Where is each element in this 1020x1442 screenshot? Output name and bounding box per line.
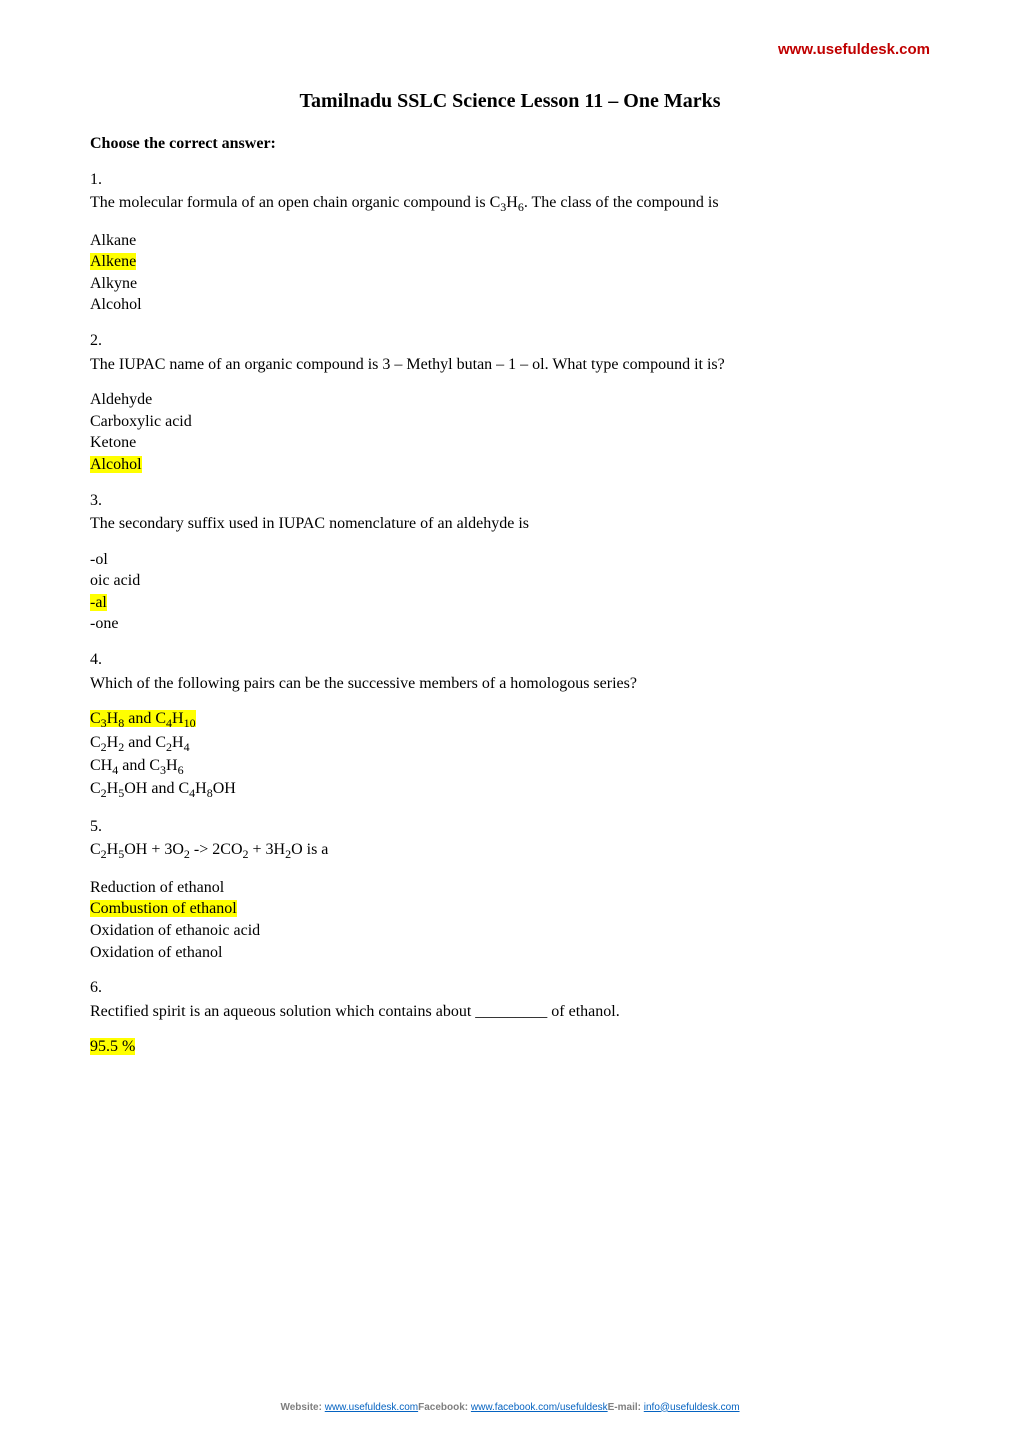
question-number: 3.: [90, 490, 930, 512]
option-text: Reduction of ethanol: [90, 879, 224, 896]
question-text: The IUPAC name of an organic compound is…: [90, 354, 930, 376]
option: 95.5 %: [90, 1036, 930, 1058]
option: -ol: [90, 549, 930, 571]
option: Oxidation of ethanoic acid: [90, 920, 930, 942]
question-block: 1.The molecular formula of an open chain…: [90, 169, 930, 216]
option: -al: [90, 592, 930, 614]
footer-website-link[interactable]: www.usefuldesk.com: [325, 1402, 418, 1413]
options-list: Alkane Alkene Alkyne Alcohol: [90, 230, 930, 316]
option-text: Alkane: [90, 232, 136, 249]
question-block: 4.Which of the following pairs can be th…: [90, 649, 930, 694]
question-number: 5.: [90, 816, 930, 838]
option: Aldehyde: [90, 389, 930, 411]
option-text: -one: [90, 615, 118, 632]
option-text: CH4 and C3H6: [90, 757, 184, 774]
option: Alcohol: [90, 294, 930, 316]
option-text: C2H2 and C2H4: [90, 734, 190, 751]
option-text: C2H5OH and C4H8OH: [90, 780, 236, 797]
option: CH4 and C3H6: [90, 755, 930, 778]
option-text: Carboxylic acid: [90, 413, 192, 430]
footer-website-label: Website:: [280, 1402, 324, 1413]
option-text: -al: [90, 594, 107, 611]
question-text: The molecular formula of an open chain o…: [90, 192, 930, 215]
option-text: oic acid: [90, 572, 140, 589]
question-block: 2.The IUPAC name of an organic compound …: [90, 330, 930, 375]
site-url: www.usefuldesk.com: [778, 40, 930, 60]
option: -one: [90, 613, 930, 635]
question-number: 6.: [90, 977, 930, 999]
option: Alkyne: [90, 273, 930, 295]
option: Alcohol: [90, 454, 930, 476]
option-text: Oxidation of ethanol: [90, 944, 222, 961]
option: Alkene: [90, 251, 930, 273]
question-text: Rectified spirit is an aqueous solution …: [90, 1001, 930, 1023]
option-text: C3H8 and C4H10: [90, 710, 196, 727]
option-text: Alkyne: [90, 275, 137, 292]
options-list: 95.5 %: [90, 1036, 930, 1058]
options-list: -ol oic acid -al -one: [90, 549, 930, 635]
page-title: Tamilnadu SSLC Science Lesson 11 – One M…: [90, 88, 930, 115]
option-text: Ketone: [90, 434, 136, 451]
option: Alkane: [90, 230, 930, 252]
option-text: -ol: [90, 551, 108, 568]
question-block: 5.C2H5OH + 3O2 -> 2CO2 + 3H2O is a: [90, 816, 930, 863]
option: C2H2 and C2H4: [90, 732, 930, 755]
question-block: 3.The secondary suffix used in IUPAC nom…: [90, 490, 930, 535]
option-text: Aldehyde: [90, 391, 152, 408]
option-text: Combustion of ethanol: [90, 900, 237, 917]
question-block: 6.Rectified spirit is an aqueous solutio…: [90, 977, 930, 1022]
question-number: 1.: [90, 169, 930, 191]
options-list: C3H8 and C4H10 C2H2 and C2H4 CH4 and C3H6 C…: [90, 708, 930, 802]
option: Reduction of ethanol: [90, 877, 930, 899]
option: Combustion of ethanol: [90, 898, 930, 920]
option-text: Alkene: [90, 253, 136, 270]
footer-facebook-label: Facebook:: [418, 1402, 471, 1413]
option: C3H8 and C4H10: [90, 708, 930, 731]
option-text: 95.5 %: [90, 1038, 135, 1055]
footer-facebook-link[interactable]: www.facebook.com/usefuldesk: [471, 1402, 608, 1413]
options-list: Reduction of ethanol Combustion of ethano…: [90, 877, 930, 963]
options-list: Aldehyde Carboxylic acid Ketone Alcohol: [90, 389, 930, 475]
question-text: The secondary suffix used in IUPAC nomen…: [90, 513, 930, 535]
option: Carboxylic acid: [90, 411, 930, 433]
footer-email-label: E-mail:: [608, 1402, 644, 1413]
option-text: Alcohol: [90, 456, 142, 473]
footer-email-link[interactable]: info@usefuldesk.com: [644, 1402, 740, 1413]
section-heading: Choose the correct answer:: [90, 133, 930, 155]
question-text: Which of the following pairs can be the …: [90, 673, 930, 695]
page-footer: Website: www.usefuldesk.comFacebook: www…: [0, 1401, 1020, 1415]
option: Ketone: [90, 432, 930, 454]
option: C2H5OH and C4H8OH: [90, 778, 930, 801]
question-number: 4.: [90, 649, 930, 671]
option: oic acid: [90, 570, 930, 592]
option-text: Alcohol: [90, 296, 142, 313]
question-text: C2H5OH + 3O2 -> 2CO2 + 3H2O is a: [90, 839, 930, 862]
question-number: 2.: [90, 330, 930, 352]
option: Oxidation of ethanol: [90, 942, 930, 964]
questions-container: 1.The molecular formula of an open chain…: [90, 169, 930, 1058]
option-text: Oxidation of ethanoic acid: [90, 922, 260, 939]
